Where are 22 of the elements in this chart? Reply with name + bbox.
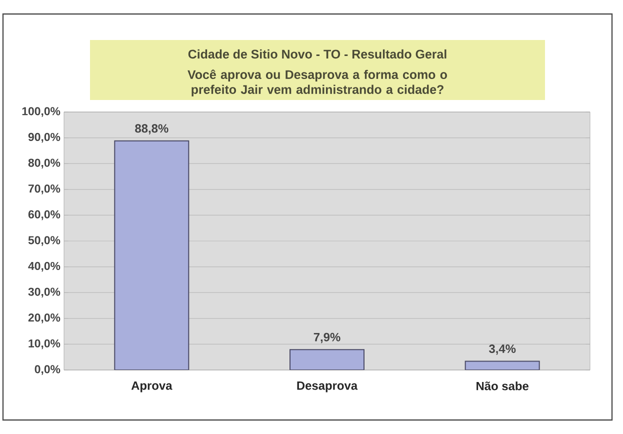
- x-tick-label: Não sabe: [476, 382, 528, 390]
- y-tick-label: 100,0%: [22, 107, 60, 117]
- x-tick-label: Desaprova: [297, 382, 358, 392]
- y-tick-label: 10,0%: [28, 339, 60, 350]
- bar: [114, 140, 190, 370]
- x-tick-label: Aprova: [131, 382, 172, 392]
- y-tick-label: 90,0%: [28, 132, 60, 143]
- chart-subtitle: Você aprova ou Desaprova a forma como o prefeito Jair vem administrando a cidade?: [188, 70, 447, 96]
- data-label: 3,4%: [488, 344, 516, 355]
- y-tick-label: 0,0%: [34, 365, 60, 375]
- y-tick-label: 70,0%: [28, 184, 60, 194]
- data-label: 88,8%: [135, 124, 168, 134]
- bar: [290, 349, 365, 370]
- y-tick-label: 30,0%: [28, 288, 60, 298]
- y-tick-label: 50,0%: [28, 236, 60, 246]
- chart-title: Cidade de Sitio Novo - TO - Resultado Geral: [188, 49, 446, 59]
- data-label: 7,9%: [314, 332, 340, 344]
- y-tick-label: 40,0%: [28, 262, 60, 272]
- y-tick-label: 60,0%: [28, 210, 60, 220]
- y-tick-label: 80,0%: [28, 158, 60, 168]
- y-tick-label: 20,0%: [28, 314, 60, 324]
- bar: [464, 360, 540, 370]
